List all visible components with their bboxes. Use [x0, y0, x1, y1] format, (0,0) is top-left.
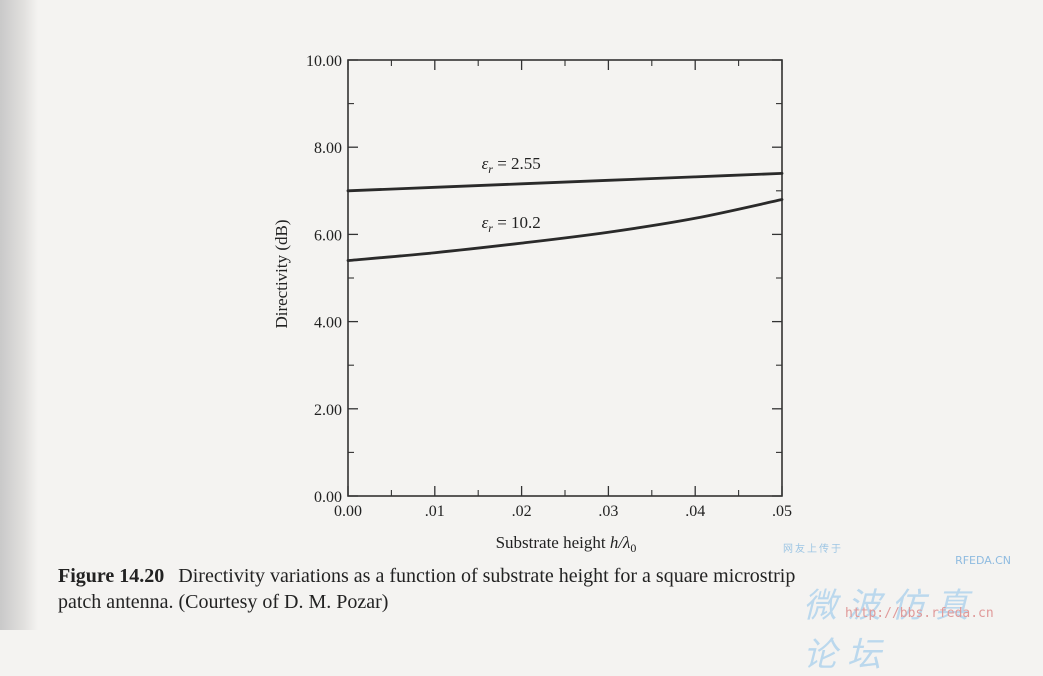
- figure-caption: Figure 14.20 Directivity variations as a …: [58, 563, 1018, 615]
- x-tick-label: .04: [685, 503, 705, 520]
- series-label-subscript: r: [488, 221, 493, 235]
- series-label-2: εr = 10.2: [482, 213, 541, 235]
- figure-number: Figure 14.20: [58, 565, 165, 587]
- series-line-2: [346, 198, 784, 262]
- x-axis-label-var: h/λ: [610, 533, 631, 552]
- caption-line-1: Directivity variations as a function of …: [178, 565, 796, 587]
- series-label-value: = 10.2: [493, 213, 541, 232]
- x-axis-label-prefix: Substrate height: [496, 533, 610, 552]
- series-label-subscript: r: [488, 162, 493, 176]
- caption-line-2: patch antenna. (Courtesy of D. M. Pozar): [58, 591, 389, 613]
- y-axis-label: Directivity (dB): [272, 219, 291, 328]
- y-tick-label: 0.00: [314, 489, 342, 506]
- directivity-chart: 0.00 .01 .02 .03 .04 .05 0.00 2.00 4.00 6.00 8.00 1…: [272, 53, 792, 555]
- scan-edge-shadow: [0, 0, 38, 630]
- y-tick-label: 6.00: [314, 227, 342, 244]
- x-tick-label: .05: [772, 503, 792, 520]
- x-tick-label: .02: [512, 503, 532, 520]
- y-tick-label: 8.00: [314, 140, 342, 157]
- series-label-1: εr = 2.55: [482, 154, 541, 176]
- series-label-epsilon: ε: [482, 213, 489, 232]
- x-axis-label-sub: 0: [630, 541, 636, 555]
- x-axis-label: Substrate height h/λ0: [496, 533, 637, 555]
- y-tick-label: 10.00: [306, 53, 342, 70]
- series-label-epsilon: ε: [482, 154, 489, 173]
- x-tick-label: .01: [425, 503, 445, 520]
- plot-frame: [347, 59, 783, 497]
- x-tick-label: .03: [598, 503, 618, 520]
- series-line-1: [346, 171, 784, 193]
- y-tick-label: 4.00: [314, 315, 342, 332]
- series-label-value: = 2.55: [493, 154, 541, 173]
- x-tick-label: 0.00: [334, 503, 362, 520]
- y-tick-label: 2.00: [314, 402, 342, 419]
